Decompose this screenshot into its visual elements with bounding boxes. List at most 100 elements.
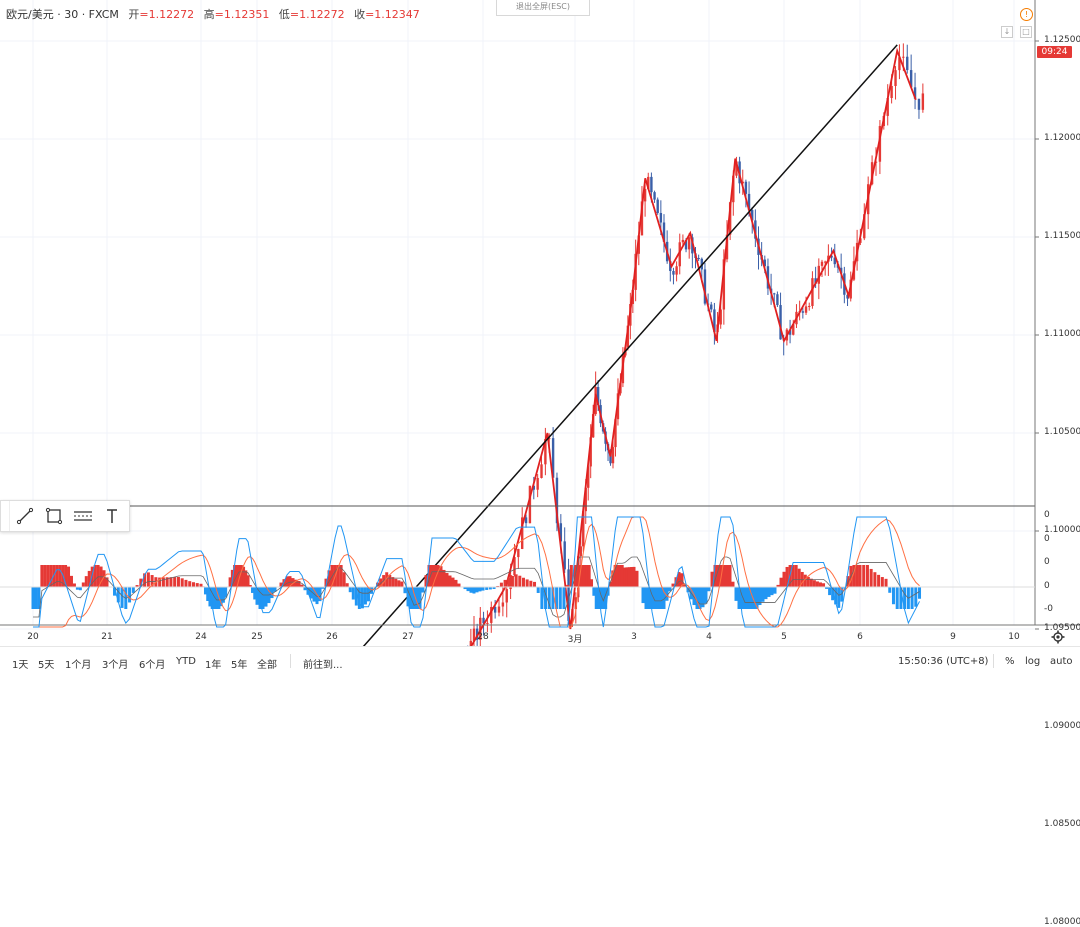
histogram-bar bbox=[173, 577, 176, 587]
histogram-bar bbox=[562, 587, 565, 609]
histogram-bar bbox=[437, 565, 440, 587]
percent-scale-button[interactable]: % bbox=[1005, 656, 1015, 667]
time-tick-label: 9 bbox=[950, 632, 956, 642]
symbol-label[interactable]: 欧元/美元 · 30 · FXCM bbox=[6, 8, 119, 21]
histogram-bar bbox=[391, 577, 394, 587]
histogram-bar bbox=[780, 578, 783, 587]
candle-body bbox=[660, 213, 662, 223]
low-value: =1.12272 bbox=[290, 8, 345, 21]
range-1m-button[interactable]: 1个月 bbox=[65, 656, 91, 671]
indicator-tick-label: 0 bbox=[1044, 510, 1050, 520]
log-scale-button[interactable]: log bbox=[1025, 656, 1040, 667]
candle-body bbox=[894, 70, 896, 86]
histogram-bar bbox=[660, 587, 663, 609]
time-tick-label: 3 bbox=[631, 632, 637, 642]
histogram-bar bbox=[822, 583, 825, 587]
time-tick-label: 28 bbox=[477, 632, 488, 642]
histogram-bar bbox=[192, 582, 195, 587]
histogram-bar bbox=[265, 587, 268, 607]
histogram-bar bbox=[196, 583, 199, 587]
auto-scale-button[interactable]: auto bbox=[1050, 656, 1073, 667]
price-tick-label: 1.11000 bbox=[1044, 329, 1080, 339]
histogram-bar bbox=[862, 565, 865, 587]
bottom-toolbar: 1天 5天 1个月 3个月 6个月 YTD 1年 5年 全部 前往到... 15… bbox=[0, 646, 1080, 676]
time-tick-label: 6 bbox=[857, 632, 863, 642]
maximize-icon[interactable]: □ bbox=[1020, 26, 1032, 38]
exit-fullscreen-button[interactable]: 退出全屏(ESC) bbox=[496, 0, 590, 16]
histogram-bar bbox=[97, 565, 100, 587]
range-5d-button[interactable]: 5天 bbox=[38, 656, 54, 671]
histogram-bar bbox=[177, 577, 180, 587]
histogram-bar bbox=[526, 579, 529, 587]
divider bbox=[290, 654, 291, 668]
candle-body bbox=[536, 478, 538, 490]
histogram-bar bbox=[819, 582, 822, 587]
open-label: 开 bbox=[128, 8, 139, 21]
histogram-bar bbox=[262, 587, 265, 609]
histogram-bar bbox=[452, 578, 455, 587]
histogram-bar bbox=[537, 587, 540, 593]
goto-date-button[interactable]: 前往到... bbox=[303, 656, 343, 671]
histogram-bar bbox=[188, 581, 191, 587]
indicator-tick-label: -0 bbox=[1044, 604, 1053, 614]
histogram-bar bbox=[73, 583, 76, 587]
settings-gear-icon[interactable] bbox=[1051, 630, 1065, 644]
price-tick-label: 1.11500 bbox=[1044, 231, 1080, 241]
parallel-channel-tool-icon[interactable] bbox=[68, 502, 97, 530]
candle-body bbox=[506, 589, 508, 602]
histogram-bar bbox=[181, 578, 184, 587]
chart-canvas[interactable] bbox=[0, 0, 1080, 646]
rectangle-tool-icon[interactable] bbox=[39, 502, 68, 530]
histogram-bar bbox=[82, 582, 85, 587]
histogram-bar bbox=[515, 574, 518, 587]
histogram-bar bbox=[633, 567, 636, 587]
histogram-bar bbox=[367, 587, 370, 601]
histogram-bar bbox=[364, 587, 367, 604]
histogram-bar bbox=[892, 587, 895, 604]
clock-timezone[interactable]: 15:50:36 (UTC+8) bbox=[898, 656, 988, 667]
histogram-bar bbox=[762, 587, 765, 602]
histogram-bar bbox=[810, 579, 813, 587]
histogram-bar bbox=[46, 565, 49, 587]
range-ytd-button[interactable]: YTD bbox=[176, 656, 196, 667]
time-tick-label: 3月 bbox=[568, 632, 583, 645]
candle-body bbox=[563, 541, 565, 569]
divider bbox=[993, 654, 994, 668]
histogram-bar bbox=[774, 587, 777, 594]
time-tick-label: 21 bbox=[101, 632, 112, 642]
range-5y-button[interactable]: 5年 bbox=[231, 656, 247, 671]
trend-line-tool-icon[interactable] bbox=[10, 502, 39, 530]
histogram-bar bbox=[771, 587, 774, 595]
range-all-button[interactable]: 全部 bbox=[257, 656, 277, 671]
price-tick-label: 1.09000 bbox=[1044, 721, 1080, 731]
range-1y-button[interactable]: 1年 bbox=[205, 656, 221, 671]
histogram-bar bbox=[768, 587, 771, 597]
indicator-tick-label: 0 bbox=[1044, 534, 1050, 544]
histogram-bar bbox=[645, 587, 648, 609]
range-6m-button[interactable]: 6个月 bbox=[139, 656, 165, 671]
histogram-bar bbox=[518, 576, 521, 587]
arrow-down-icon[interactable]: ↓ bbox=[1001, 26, 1013, 38]
range-3m-button[interactable]: 3个月 bbox=[102, 656, 128, 671]
warning-icon[interactable]: ! bbox=[1020, 8, 1033, 21]
time-tick-label: 25 bbox=[251, 632, 262, 642]
close-label: 收 bbox=[354, 8, 365, 21]
histogram-bar bbox=[705, 587, 708, 604]
candle-body bbox=[890, 86, 892, 98]
candle-body bbox=[657, 200, 659, 213]
histogram-bar bbox=[394, 579, 397, 587]
histogram-bar bbox=[642, 587, 645, 603]
histogram-bar bbox=[529, 581, 532, 587]
histogram-bar bbox=[855, 565, 858, 587]
candle-body bbox=[682, 240, 684, 242]
candle-body bbox=[802, 311, 804, 312]
range-1d-button[interactable]: 1天 bbox=[12, 656, 28, 671]
drag-handle[interactable] bbox=[1, 501, 10, 531]
histogram-bar bbox=[121, 587, 124, 608]
candle-body bbox=[688, 237, 690, 249]
histogram-bar bbox=[813, 580, 816, 587]
histogram-bar bbox=[446, 573, 449, 587]
candle-body bbox=[922, 93, 924, 109]
text-tool-icon[interactable] bbox=[97, 502, 126, 530]
histogram-bar bbox=[500, 583, 503, 587]
